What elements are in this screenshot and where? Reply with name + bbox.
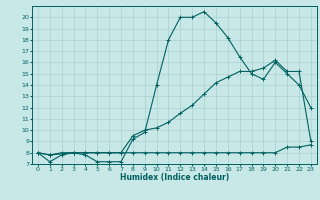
X-axis label: Humidex (Indice chaleur): Humidex (Indice chaleur) [120,173,229,182]
